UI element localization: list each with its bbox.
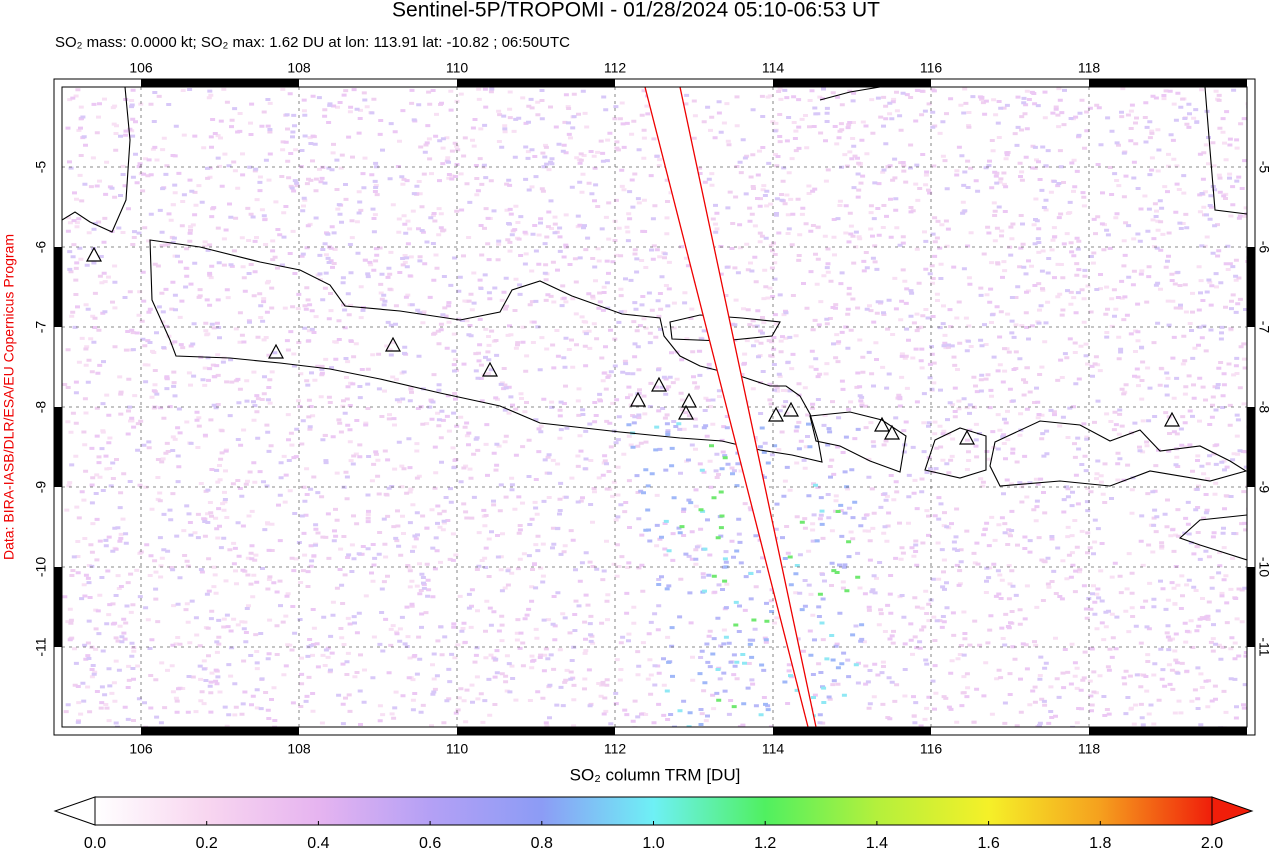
- frame-bar: [1247, 247, 1255, 327]
- x-tick-label: 108: [287, 60, 311, 76]
- volcano: [481, 361, 499, 377]
- volcano: [767, 406, 785, 422]
- so2-pixels: [62, 87, 1247, 727]
- x-tick-label: 106: [129, 741, 153, 757]
- volcano: [782, 401, 800, 417]
- colorbar-tick-label: 2.0: [1201, 835, 1223, 852]
- y-tick-label: -5: [33, 161, 49, 174]
- frame-bar: [1089, 79, 1247, 87]
- colorbar-tick-label: 0.6: [419, 835, 441, 852]
- subtitle: SO₂ mass: 0.0000 kt; SO₂ max: 1.62 DU at…: [55, 34, 570, 51]
- volcano: [958, 429, 976, 445]
- colorbar-tick-label: 0.4: [307, 835, 329, 852]
- frame-bar: [1247, 407, 1255, 487]
- swath-gap: [645, 87, 816, 727]
- volcano: [384, 336, 402, 352]
- sulawesi: [1204, 87, 1247, 215]
- orbit-swath: [644, 87, 817, 727]
- y-tick-label: -9: [1256, 481, 1272, 494]
- volcano: [1163, 411, 1181, 427]
- x-tick-label: 110: [446, 60, 469, 76]
- x-tick-label: 110: [446, 741, 469, 757]
- x-tick-label: 112: [604, 60, 627, 76]
- colorbar-max-arrow: [1211, 796, 1254, 826]
- frame-bar: [457, 727, 615, 735]
- frame-bar: [141, 727, 299, 735]
- frame-bar: [773, 727, 931, 735]
- x-tick-label: 114: [762, 60, 785, 76]
- coastlines: [62, 87, 1247, 561]
- lombok: [924, 427, 987, 479]
- java: [149, 239, 823, 463]
- colorbar-tick-label: 1.6: [977, 835, 999, 852]
- colorbar-tick-label: 1.8: [1089, 835, 1111, 852]
- colorbar-tick-label: 1.4: [866, 835, 888, 852]
- x-tick-label: 118: [1078, 60, 1101, 76]
- noise-layer: [62, 87, 1247, 727]
- swath-edge: [644, 87, 809, 727]
- frame-bar: [54, 247, 62, 327]
- y-tick-label: -5: [1256, 161, 1272, 174]
- y-tick-label: -10: [1256, 557, 1272, 577]
- y-tick-label: -6: [33, 241, 49, 254]
- x-tick-label: 116: [920, 60, 943, 76]
- frame-bar: [54, 407, 62, 487]
- x-tick-label: 112: [604, 741, 627, 757]
- grid: [62, 87, 1247, 727]
- sumbawa: [989, 420, 1247, 487]
- volcano: [267, 343, 285, 359]
- volcano: [680, 392, 698, 408]
- frame-bar: [1247, 567, 1255, 647]
- sumatra: [62, 87, 131, 233]
- x-tick-label: 106: [129, 60, 153, 76]
- y-tick-label: -11: [1256, 637, 1272, 656]
- colorbar-tick-label: 0.2: [196, 835, 218, 852]
- credit: Data: BIRA-IASB/DLR/ESA/EU Copernicus Pr…: [1, 234, 17, 560]
- y-tick-label: -6: [1256, 241, 1272, 254]
- volcano: [883, 424, 901, 440]
- frame-bar: [141, 79, 299, 87]
- x-tick-label: 118: [1078, 741, 1101, 757]
- frame-bar: [457, 79, 615, 87]
- x-tick-label: 108: [287, 741, 311, 757]
- y-tick-label: -8: [33, 401, 49, 414]
- volcanoes: [85, 246, 1181, 445]
- volcano: [873, 416, 891, 432]
- colorbar-tick-label: 1.2: [754, 835, 776, 852]
- noise-layer: [679, 444, 861, 709]
- colorbar-tick-label: 1.0: [642, 835, 664, 852]
- x-tick-label: 116: [920, 741, 943, 757]
- flores: [1178, 514, 1247, 561]
- frame-bar: [1089, 727, 1247, 735]
- borneo: [819, 87, 881, 101]
- bali: [809, 411, 907, 473]
- y-tick-label: -7: [33, 321, 49, 334]
- colorbar-tick-label: 0.8: [531, 835, 553, 852]
- y-tick-label: -9: [33, 481, 49, 494]
- colorbar: [94, 796, 1213, 826]
- y-tick-label: -8: [1256, 401, 1272, 414]
- y-tick-label: -10: [33, 557, 49, 577]
- y-tick-label: -11: [33, 637, 49, 656]
- swath-edge: [679, 87, 817, 727]
- y-tick-label: -7: [1256, 321, 1272, 334]
- frame-bar: [54, 567, 62, 647]
- volcano: [650, 376, 668, 392]
- colorbar-label: SO₂ column TRM [DU]: [570, 765, 741, 784]
- volcano: [85, 246, 103, 262]
- x-tick-label: 114: [762, 741, 785, 757]
- volcano: [629, 391, 647, 407]
- title: Sentinel-5P/TROPOMI - 01/28/2024 05:10-0…: [392, 0, 880, 22]
- volcano: [677, 404, 695, 420]
- frame-bar: [773, 79, 931, 87]
- colorbar-min-arrow: [53, 796, 96, 826]
- colorbar-tick-label: 0.0: [84, 835, 106, 852]
- map-frame: [53, 78, 1256, 736]
